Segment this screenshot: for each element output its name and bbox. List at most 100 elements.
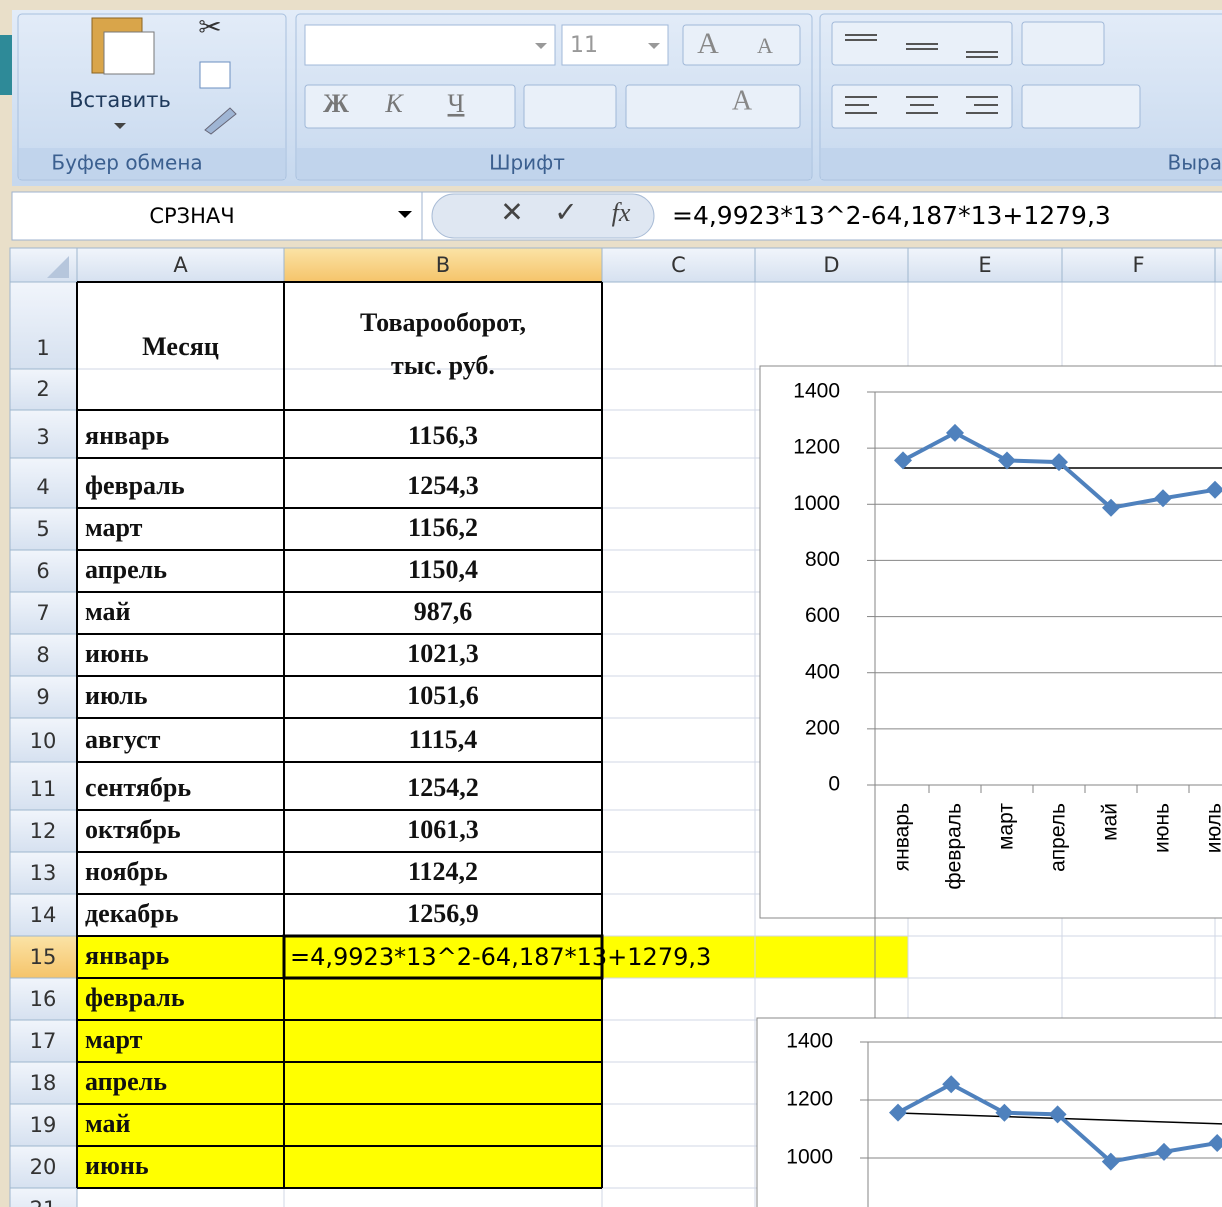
cell-text: апрель — [85, 555, 167, 584]
cell-text: март — [85, 513, 143, 542]
formula-bar: СРЗНАЧ ✕ ✓ fx =4,9923*13^2-64,187*13+127… — [11, 191, 1222, 241]
underline-button[interactable]: Ч — [448, 89, 465, 118]
highlight-fill — [77, 936, 908, 978]
row-header — [9, 633, 78, 677]
row-label: 3 — [36, 425, 49, 449]
row-label: 18 — [30, 1071, 57, 1095]
chart-area — [759, 365, 1222, 919]
group-label: Выра — [1168, 151, 1222, 175]
select-all — [47, 256, 69, 278]
y-tick-label: 1400 — [793, 380, 840, 403]
dropdown-arrow — [648, 43, 660, 49]
cell-text: май — [85, 597, 131, 626]
data-marker — [1206, 480, 1222, 499]
cell-text: январь — [85, 941, 170, 970]
data-marker — [1102, 498, 1120, 517]
cell-text: декабрь — [85, 899, 179, 928]
x-tick-label: июнь — [1151, 803, 1174, 853]
y-tick-label: 200 — [805, 716, 840, 739]
row-header — [9, 1187, 78, 1207]
data-marker — [1050, 453, 1068, 472]
cell-text: июнь — [85, 639, 149, 668]
cell-text: апрель — [85, 1067, 167, 1096]
font-name-box[interactable] — [304, 24, 556, 66]
x-tick-label: январь — [891, 803, 914, 871]
dropdown-arrow — [398, 211, 412, 218]
borders-button[interactable] — [523, 84, 617, 129]
x-tick-label: март — [995, 803, 1018, 850]
y-tick-label: 800 — [805, 548, 840, 571]
cell-text: 1256,9 — [407, 899, 479, 928]
font-color[interactable]: A — [732, 85, 753, 116]
orientation-button[interactable] — [1021, 21, 1105, 66]
cell-text: 1254,3 — [407, 471, 479, 500]
row-header — [9, 507, 78, 551]
row-label: 4 — [36, 475, 49, 499]
italic-button[interactable]: К — [384, 89, 404, 118]
row-label: 13 — [30, 861, 57, 885]
row-label: 21 — [30, 1197, 57, 1207]
data-marker — [1155, 1142, 1173, 1161]
font-size[interactable]: 11 — [570, 33, 598, 58]
cell-text: август — [85, 725, 161, 754]
cell-text: сентябрь — [85, 773, 191, 802]
grow-font[interactable]: A — [697, 27, 719, 60]
row-label: 16 — [30, 987, 57, 1011]
name-box-text[interactable]: СРЗНАЧ — [149, 204, 234, 228]
cell-text: февраль — [85, 983, 185, 1012]
indent-buttons[interactable] — [1021, 84, 1141, 129]
x-tick-label: июль — [1203, 803, 1222, 853]
cell-text: 987,6 — [414, 597, 473, 626]
grow-shrink-buttons[interactable] — [682, 24, 801, 66]
paste-label[interactable]: Вставить — [69, 88, 171, 112]
row-label: 1 — [36, 336, 49, 360]
cut-icon[interactable]: ✂ — [198, 12, 221, 43]
data-marker — [1101, 1152, 1120, 1171]
dropdown-arrow — [535, 43, 547, 49]
column-label: B — [436, 253, 450, 277]
row-header — [9, 761, 78, 811]
row-label: 19 — [30, 1113, 57, 1137]
data-marker — [998, 451, 1016, 470]
group-label: Шрифт — [489, 151, 565, 175]
data-marker — [1154, 489, 1172, 508]
insert-function[interactable]: fx — [612, 198, 631, 227]
highlight-fill — [77, 978, 602, 1188]
cell-text: тыс. руб. — [391, 351, 495, 380]
format-painter-icon[interactable] — [204, 107, 237, 135]
color-buttons[interactable] — [625, 84, 801, 129]
row-label: 6 — [36, 559, 49, 583]
column-header — [1061, 247, 1216, 283]
row-label: 10 — [30, 729, 57, 753]
row-header — [9, 457, 78, 509]
column-header-bg — [9, 247, 1222, 283]
row-label: 12 — [30, 819, 57, 843]
cell-text: 1156,3 — [408, 421, 478, 450]
alignment-group — [819, 13, 1222, 181]
paste-icon-sheet — [103, 31, 155, 75]
name-box[interactable] — [11, 191, 423, 241]
cell-text: 1150,4 — [408, 555, 478, 584]
style-buttons[interactable] — [304, 84, 516, 129]
column-label: F — [1132, 253, 1144, 277]
row-label: 5 — [36, 517, 49, 541]
formula-text[interactable]: =4,9923*13^2-64,187*13+1279,3 — [672, 201, 1111, 230]
horizontal-align-buttons[interactable] — [831, 84, 1013, 129]
data-marker — [1208, 1134, 1222, 1153]
y-tick-label: 0 — [828, 773, 840, 796]
row-label: 14 — [30, 903, 57, 927]
cell-text: 1124,2 — [408, 857, 478, 886]
row-header — [9, 675, 78, 719]
cell-text: 1051,6 — [407, 681, 479, 710]
cancel-button[interactable]: ✕ — [500, 197, 523, 228]
cell-text: октябрь — [85, 815, 181, 844]
bold-button[interactable]: Ж — [323, 89, 349, 118]
enter-button[interactable]: ✓ — [554, 197, 577, 228]
cell-text: февраль — [85, 471, 185, 500]
shrink-font[interactable]: A — [757, 33, 773, 58]
cell-text: ноябрь — [85, 857, 168, 886]
copy-icon[interactable] — [199, 61, 231, 89]
y-tick-label: 1000 — [786, 1146, 833, 1169]
cell-text: 1061,3 — [407, 815, 479, 844]
